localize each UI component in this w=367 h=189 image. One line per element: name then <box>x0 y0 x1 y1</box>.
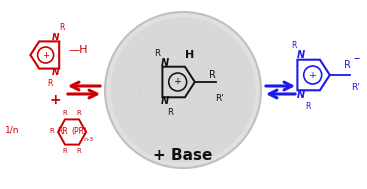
Text: R': R' <box>350 83 359 92</box>
Text: H: H <box>185 50 194 60</box>
Text: n-3: n-3 <box>84 137 94 142</box>
Text: R: R <box>47 79 52 88</box>
Circle shape <box>105 12 261 168</box>
Text: R: R <box>305 102 311 111</box>
Text: N: N <box>297 50 305 60</box>
Text: R: R <box>344 60 351 70</box>
Text: +: + <box>174 77 182 87</box>
Text: R: R <box>291 41 297 50</box>
Circle shape <box>110 17 255 163</box>
Text: R: R <box>154 49 160 58</box>
Text: + Base: + Base <box>153 147 213 163</box>
Text: R: R <box>63 110 68 116</box>
Text: R: R <box>60 23 65 32</box>
Text: +: + <box>309 70 317 80</box>
Text: –: – <box>354 52 360 65</box>
Text: R: R <box>167 108 172 117</box>
Text: R': R' <box>216 94 224 103</box>
Text: R: R <box>209 70 216 80</box>
Text: N: N <box>52 68 60 77</box>
Text: N: N <box>161 58 169 68</box>
Text: —H: —H <box>69 45 88 55</box>
Text: N: N <box>161 96 169 106</box>
Text: R: R <box>77 148 81 154</box>
Text: (PR): (PR) <box>72 127 88 136</box>
Text: R: R <box>49 128 54 134</box>
Text: R: R <box>63 148 68 154</box>
Text: RR: RR <box>58 127 68 136</box>
Text: N: N <box>297 90 305 100</box>
Text: R: R <box>77 110 81 116</box>
Text: 1/n: 1/n <box>5 125 19 135</box>
Text: +: + <box>42 50 49 60</box>
Text: +: + <box>49 93 61 107</box>
Text: N: N <box>52 33 60 42</box>
